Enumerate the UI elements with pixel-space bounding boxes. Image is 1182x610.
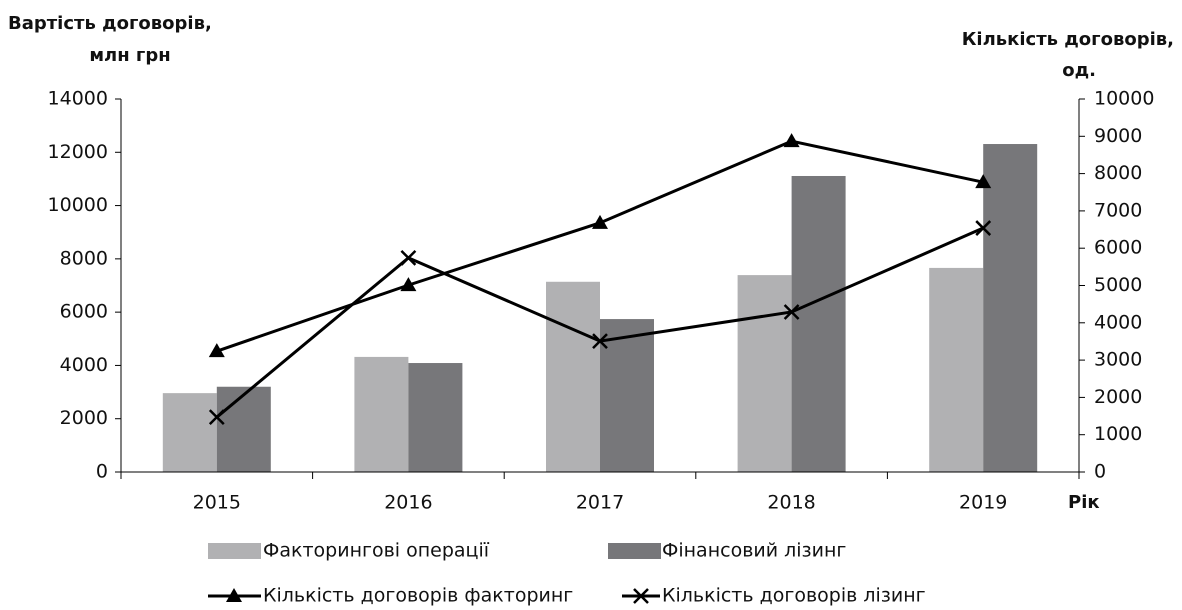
y2-tick-label: 3000	[1094, 349, 1142, 371]
y2-tick-label: 9000	[1094, 125, 1142, 147]
legend-label: Фінансовий лізинг	[662, 540, 846, 562]
bar	[354, 356, 409, 472]
marker	[592, 333, 608, 349]
y2-tick-label: 2000	[1094, 386, 1142, 408]
bar	[162, 393, 217, 472]
bar	[408, 363, 463, 472]
x-axis-label: Рік	[1068, 492, 1100, 513]
y-tick-label: 14000	[48, 88, 108, 110]
marker	[208, 343, 225, 358]
y2-tick-label: 6000	[1094, 237, 1142, 259]
marker	[975, 174, 992, 189]
legend-label: Факторингові операції	[263, 540, 490, 562]
y2-tick-label: 5000	[1094, 274, 1142, 296]
marker	[208, 409, 225, 426]
y2-tick-label: 4000	[1094, 311, 1142, 333]
legend-marker	[633, 588, 649, 604]
bar	[546, 281, 600, 472]
y2-axis-label: Кількість договорів,	[962, 29, 1174, 50]
y-tick-label: 10000	[48, 194, 108, 216]
x-tick-label: 2015	[193, 492, 241, 514]
marker	[783, 304, 800, 320]
bar	[600, 319, 654, 472]
y-tick-label: 4000	[60, 354, 108, 376]
y-tick-label: 2000	[60, 407, 108, 429]
bar	[737, 275, 792, 472]
marker	[975, 220, 992, 236]
legend-label: Кількість договорів лізинг	[662, 585, 926, 607]
marker	[400, 250, 417, 266]
bar	[983, 144, 1038, 472]
legend-swatch	[608, 543, 661, 559]
y2-axis-label: од.	[1062, 60, 1096, 81]
y-tick-label: 0	[96, 461, 108, 483]
legend-label: Кількість договорів факторинг	[263, 585, 573, 607]
x-tick-label: 2017	[576, 492, 624, 514]
y-tick-label: 12000	[48, 141, 108, 163]
marker	[400, 277, 417, 292]
y-tick-label: 8000	[60, 247, 108, 269]
bar	[929, 267, 984, 472]
y-axis-label: млн грн	[89, 45, 170, 66]
x-tick-label: 2019	[959, 492, 1007, 514]
y2-tick-label: 0	[1094, 461, 1106, 483]
legend-swatch	[208, 543, 261, 559]
y2-tick-label: 1000	[1094, 423, 1142, 445]
y2-tick-label: 10000	[1094, 88, 1154, 110]
bar	[216, 386, 271, 472]
legend-marker	[226, 588, 242, 602]
x-tick-label: 2016	[384, 492, 432, 514]
y2-tick-label: 7000	[1094, 199, 1142, 221]
y2-tick-label: 8000	[1094, 162, 1142, 184]
y-tick-label: 6000	[60, 301, 108, 323]
x-tick-label: 2018	[767, 492, 815, 514]
y-axis-label: Вартість договорів,	[8, 13, 212, 34]
marker	[783, 133, 800, 148]
marker	[592, 214, 608, 229]
bar	[791, 175, 846, 472]
